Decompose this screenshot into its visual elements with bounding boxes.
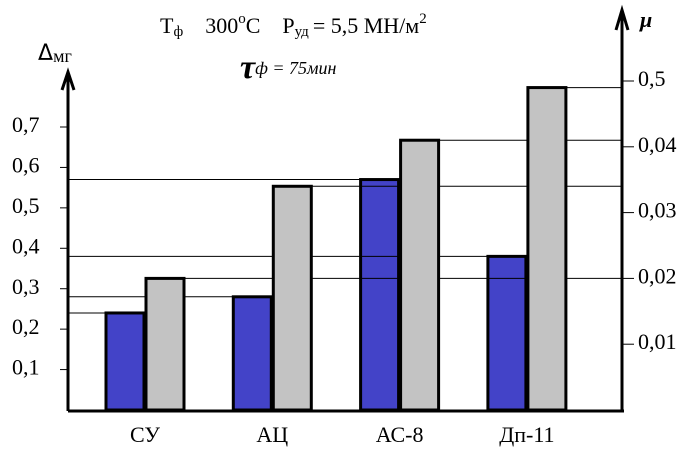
y2-tick-label: 0,04: [638, 132, 677, 157]
chart-subtitle: τф = 75мин: [240, 49, 337, 86]
subtitle-part: ф = 75мин: [255, 58, 336, 78]
y2-tick-label: 0,5: [638, 66, 666, 91]
y-axis-label: Δмг: [38, 41, 72, 66]
x-tick-label: АЦ: [256, 422, 288, 447]
title-part: Р: [282, 13, 294, 38]
title-part: С: [246, 13, 261, 38]
y-label-part: Δ: [38, 41, 53, 66]
bar: [399, 138, 441, 412]
y2-tick-label: 0,03: [638, 198, 677, 223]
title-part: = 5,5 МН/м: [313, 13, 419, 38]
bar: [144, 276, 186, 412]
x-tick-label: АС-8: [376, 422, 424, 447]
x-tick-label: СУ: [130, 422, 160, 447]
y-tick-label: 0,5: [12, 193, 40, 218]
bar: [526, 86, 568, 412]
bar: [359, 178, 401, 412]
x-tick-label: Дп-11: [499, 422, 554, 447]
y-tick-label: 0,1: [12, 355, 40, 380]
y-tick-label: 0,7: [12, 112, 40, 137]
y-label-part: мг: [53, 46, 72, 66]
title-part: Т: [160, 13, 174, 38]
y2-axis-label: μ: [639, 7, 652, 32]
bar: [231, 295, 273, 412]
bar: [104, 311, 146, 412]
y-tick-label: 0,3: [12, 274, 40, 299]
title-part: 2: [419, 11, 427, 27]
bar: [486, 254, 528, 412]
bar: [271, 184, 313, 412]
title-part: 300: [205, 13, 238, 38]
title-part: уд: [295, 24, 310, 40]
y-tick-label: 0,6: [12, 152, 40, 177]
title-part: ф: [173, 24, 183, 40]
y2-tick-label: 0,02: [638, 263, 677, 288]
y2-tick-label: 0,01: [638, 329, 677, 354]
y-tick-label: 0,2: [12, 314, 40, 339]
title-part: о: [238, 11, 246, 27]
y-tick-label: 0,4: [12, 233, 40, 258]
y2-axis-arrow: [614, 4, 630, 31]
y-axis-arrow: [60, 67, 76, 91]
chart-title: Тф 300оС Руд = 5,5 МН/м2: [160, 11, 427, 40]
subtitle-part: τ: [240, 49, 256, 86]
